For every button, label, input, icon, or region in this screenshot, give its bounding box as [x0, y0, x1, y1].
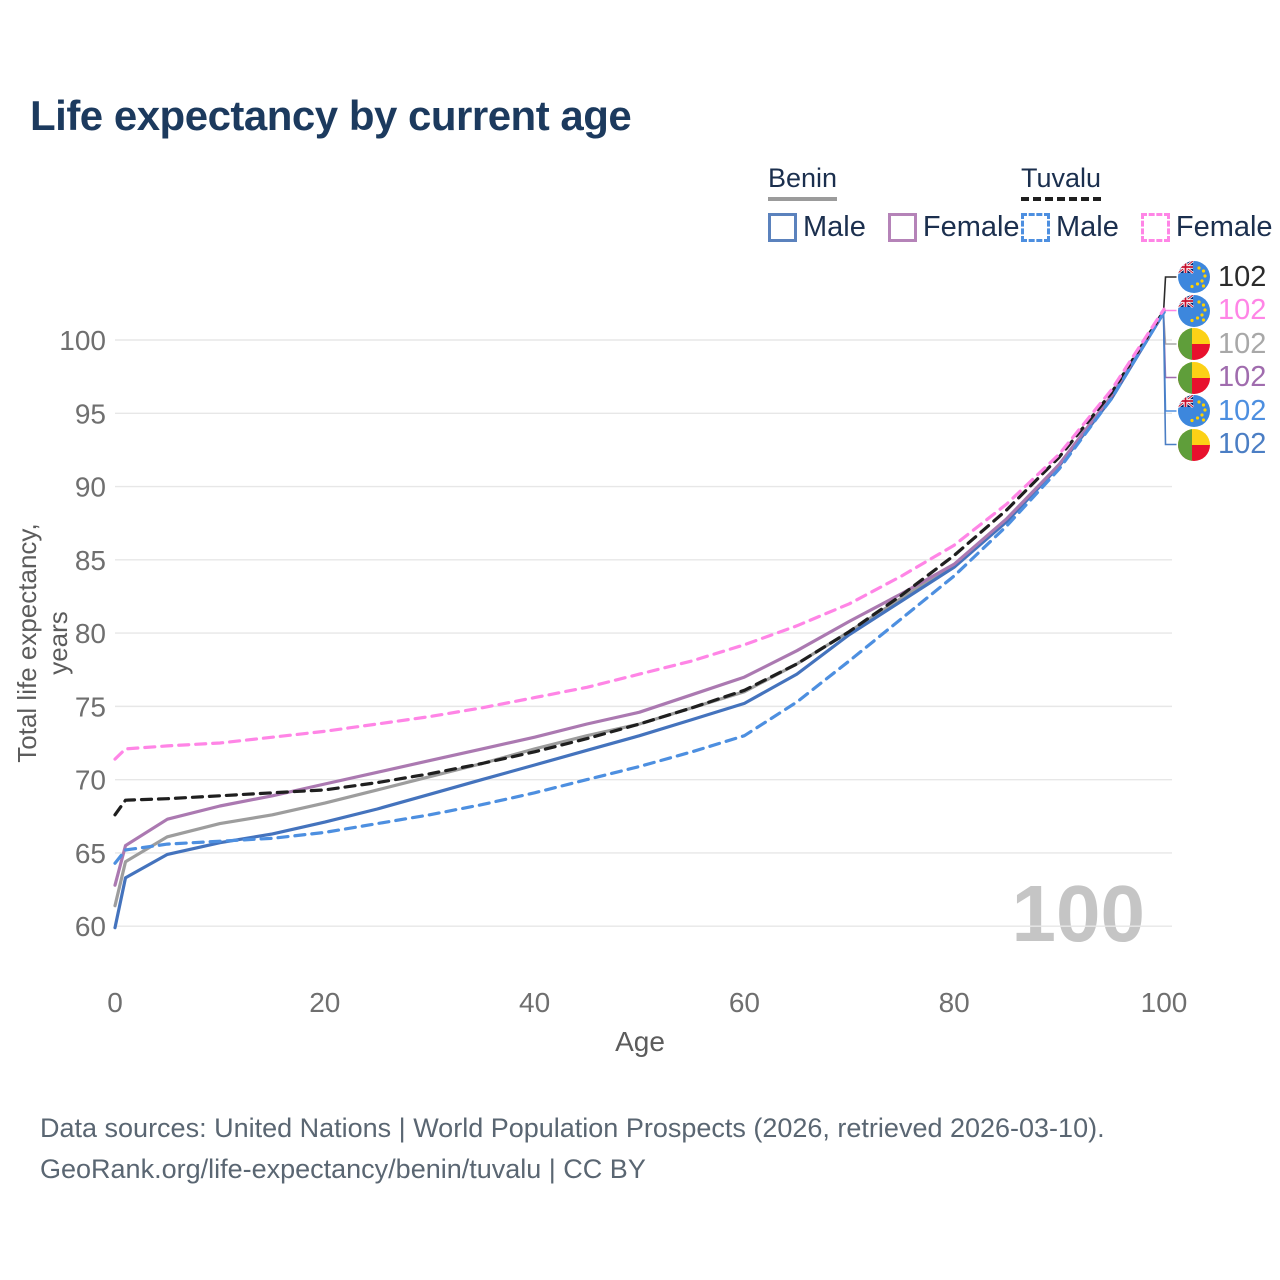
footer-data-sources: Data sources: United Nations | World Pop… [40, 1113, 1105, 1143]
legend-item-tuvalu-female[interactable]: Female [1140, 211, 1273, 244]
footer-attribution: GeoRank.org/life-expectancy/benin/tuvalu… [40, 1154, 646, 1184]
legend-items-benin: Male Female [768, 211, 1020, 244]
benin-male-swatch-icon [768, 213, 797, 242]
end-label-connector [1162, 312, 1177, 446]
tuvalu-male-swatch-icon [1021, 213, 1050, 242]
end-label-connector [1162, 276, 1177, 314]
y-tick-label: 95 [75, 398, 106, 429]
x-tick-label: 60 [729, 987, 760, 1018]
end-label-row-tuvalu-female: 102 [1178, 294, 1266, 327]
x-tick-label: 100 [1141, 987, 1188, 1018]
x-tick-label: 40 [519, 987, 550, 1018]
tuvalu-flag-icon [1178, 395, 1210, 427]
tuvalu-female-swatch-icon [1140, 213, 1170, 242]
series-line-benin-male[interactable] [113, 310, 1166, 930]
y-tick-label: 80 [75, 618, 106, 649]
legend-item-tuvalu-male[interactable]: Male [1021, 211, 1119, 244]
end-label-row-benin-male: 102 [1178, 428, 1266, 461]
end-label-value: 102 [1218, 361, 1267, 393]
end-label-row-benin-total: 102 [1178, 328, 1266, 361]
series-line-benin-female[interactable] [113, 309, 1166, 887]
x-tick-label: 0 [107, 987, 123, 1018]
legend-item-benin-male[interactable]: Male [768, 211, 866, 244]
end-label-value: 102 [1218, 428, 1267, 460]
end-label-value: 102 [1218, 294, 1267, 326]
end-label-row-benin-female: 102 [1178, 361, 1266, 394]
tuvalu-flag-icon [1178, 294, 1210, 327]
y-tick-label: 90 [75, 472, 106, 503]
footer: Data sources: United Nations | World Pop… [40, 1108, 1105, 1190]
benin-female-swatch-icon [887, 213, 917, 242]
end-label-value: 102 [1218, 394, 1267, 427]
benin-flag-icon [1178, 428, 1210, 461]
age-watermark: 100 [1011, 869, 1145, 958]
end-label-value: 102 [1218, 327, 1267, 360]
y-tick-label: 70 [75, 765, 106, 796]
tuvalu-flag-icon [1178, 261, 1210, 293]
y-tick-label: 65 [75, 838, 106, 869]
legend-label: Female [1175, 211, 1273, 243]
end-label-value: 102 [1218, 260, 1267, 293]
y-tick-label: 75 [75, 691, 106, 722]
end-label-connector [1162, 312, 1177, 379]
benin-flag-icon [1178, 361, 1210, 394]
x-tick-label: 80 [939, 987, 970, 1018]
y-tick-label: 60 [75, 911, 106, 942]
series-line-tuvalu-male[interactable] [113, 310, 1166, 865]
legend-items-tuvalu: Male Female [1021, 211, 1273, 244]
end-label-row-tuvalu-total: 102 [1178, 261, 1266, 294]
legend-label: Male [1056, 211, 1119, 243]
benin-flag-icon [1178, 328, 1210, 360]
series-line-tuvalu-total[interactable] [113, 309, 1166, 817]
legend-country-tuvalu[interactable]: Tuvalu [1021, 163, 1102, 201]
series-line-benin-total[interactable] [113, 310, 1166, 908]
legend-label: Female [922, 211, 1020, 243]
y-tick-label: 100 [59, 325, 106, 356]
x-axis-title: Age [615, 1026, 665, 1057]
y-tick-label: 85 [75, 545, 106, 576]
legend-group-tuvalu: Tuvalu Male Female [1021, 163, 1273, 244]
legend-group-benin: Benin Male Female [768, 163, 1020, 244]
chart-title: Life expectancy by current age [30, 92, 632, 139]
series-line-tuvalu-female[interactable] [113, 307, 1166, 761]
x-tick-label: 20 [309, 987, 340, 1018]
end-label-row-tuvalu-male: 102 [1178, 395, 1266, 428]
legend-item-benin-female[interactable]: Female [887, 211, 1020, 244]
legend-label: Male [803, 211, 866, 243]
legend-country-benin[interactable]: Benin [768, 163, 838, 201]
